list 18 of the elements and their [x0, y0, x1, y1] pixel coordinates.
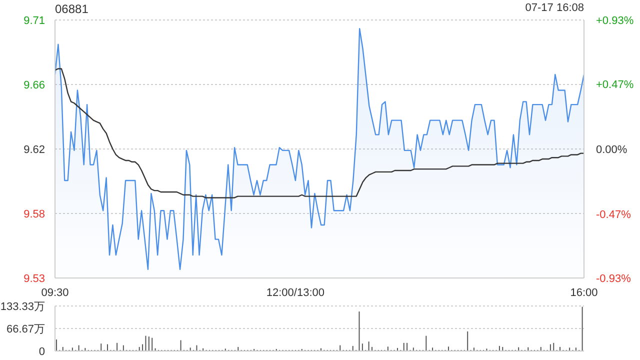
y-tick-label: 9.71 — [24, 15, 45, 27]
y-tick-label: 9.58 — [24, 208, 45, 220]
y-tick-label: 133.33万 — [0, 301, 45, 313]
chart-title: 06881 — [55, 2, 88, 16]
y2-tick-label: +0.47% — [596, 78, 634, 91]
y-tick-label: 9.62 — [24, 144, 45, 156]
x-tick-label: 09:30 — [41, 287, 69, 299]
x-tick-label: 12:00/13:00 — [266, 287, 325, 299]
y2-tick-label: -0.93% — [596, 273, 632, 285]
y-tick-label: 9.53 — [24, 273, 45, 285]
text: 07-17 16:08 — [525, 2, 584, 14]
y2-tick-label: +0.93% — [596, 15, 634, 27]
y-tick-label: 0 — [38, 346, 45, 358]
y-tick-label: 9.66 — [24, 80, 45, 92]
y2-tick-label: 0.00% — [596, 144, 628, 156]
y-tick-label: 66.67万 — [6, 324, 45, 336]
y2-tick-label: -0.47% — [596, 209, 632, 222]
x-tick-label: 16:00 — [570, 287, 598, 299]
